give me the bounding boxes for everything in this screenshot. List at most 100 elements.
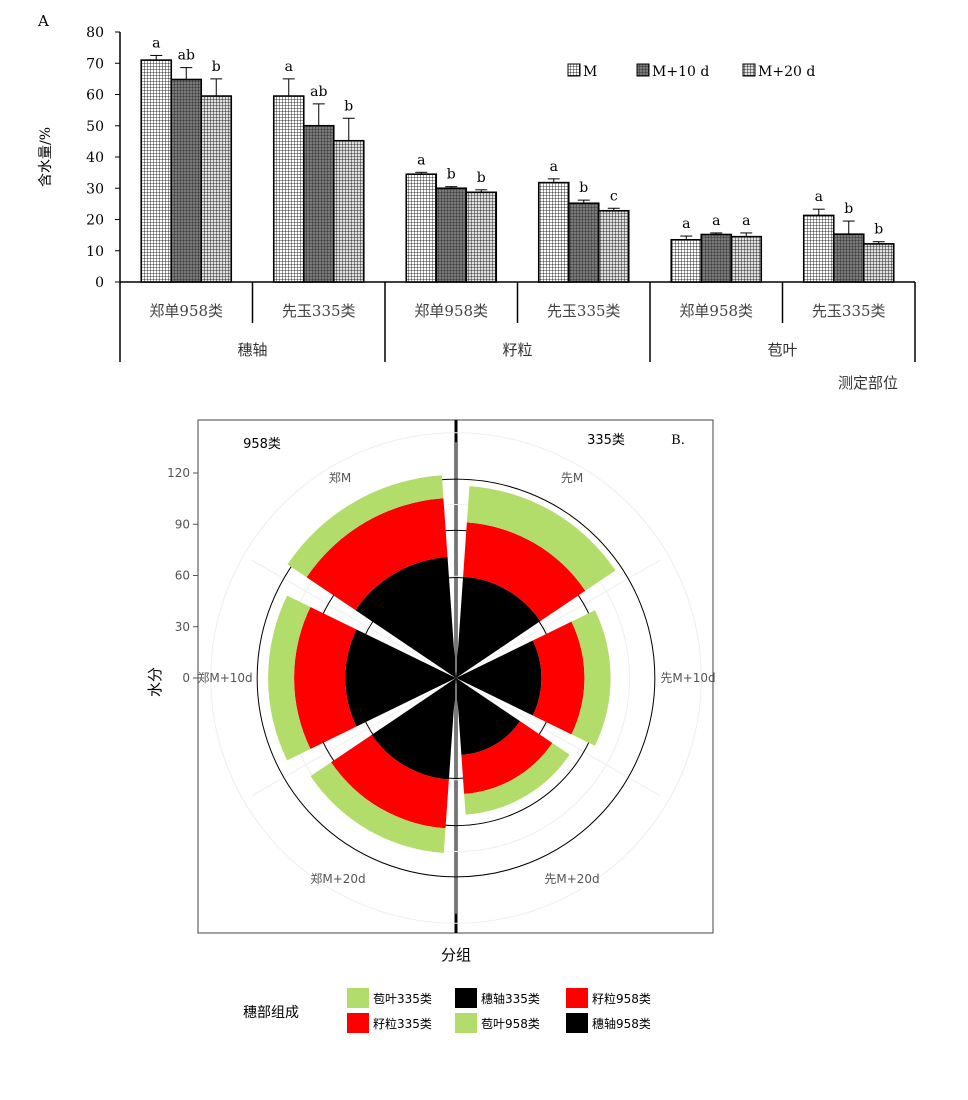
bar bbox=[170, 78, 203, 283]
significance-letter: ab bbox=[178, 48, 195, 64]
y-tick-label: 70 bbox=[86, 56, 104, 72]
significance-letter: b bbox=[447, 167, 456, 183]
wedge-穗轴 bbox=[456, 640, 542, 716]
significance-letter: a bbox=[682, 216, 690, 232]
significance-letter: a bbox=[417, 152, 425, 168]
category-label: 郑M bbox=[329, 470, 351, 485]
x-axis-label: 测定部位 bbox=[838, 374, 898, 392]
wedge-籽粒 bbox=[331, 734, 449, 829]
bar bbox=[272, 95, 305, 283]
y-tick-label: 0 bbox=[95, 275, 104, 291]
grid-spoke bbox=[251, 559, 457, 679]
bar bbox=[567, 202, 600, 283]
legend-b-label: 籽粒958类 bbox=[592, 992, 651, 1006]
right-half-title: 335类 bbox=[587, 433, 625, 448]
y-tick-label: 10 bbox=[86, 244, 104, 260]
significance-letter: b bbox=[344, 98, 353, 114]
chart-a: 0 10 20 30 40 50 60 70 80 含水量/% 郑单958类 先玉335类 郑单958类… bbox=[38, 25, 916, 392]
wedge-籽粒 bbox=[306, 498, 448, 611]
significance-letter: b bbox=[874, 222, 883, 238]
significance-letter: ab bbox=[310, 84, 327, 100]
legend-swatch bbox=[636, 63, 650, 77]
wedge-籽粒 bbox=[532, 621, 585, 735]
wedge-籽粒 bbox=[463, 522, 586, 622]
legend-label: M+20 d bbox=[758, 64, 815, 80]
y-tick-label: 20 bbox=[86, 213, 104, 229]
radial-tick-label: 60 bbox=[175, 569, 190, 583]
x-part-label: 籽粒 bbox=[502, 341, 532, 359]
significance-letter: a bbox=[815, 189, 823, 205]
legend-swatch bbox=[567, 63, 581, 77]
y-tick-label: 60 bbox=[86, 88, 104, 104]
bar bbox=[700, 233, 733, 283]
legend-b-label: 苞叶958类 bbox=[481, 1017, 540, 1031]
significance-letter: b bbox=[844, 201, 853, 217]
wedge-苞叶 bbox=[571, 610, 611, 746]
y-axis-label: 水分 bbox=[146, 667, 164, 697]
legend-b-swatch bbox=[455, 1013, 477, 1033]
legend-b-swatch bbox=[566, 1013, 588, 1033]
grid-spoke bbox=[251, 677, 457, 797]
x-group-label: 郑单958类 bbox=[679, 302, 753, 320]
bar bbox=[537, 181, 570, 283]
grid-spoke bbox=[455, 677, 661, 797]
wedge-穗轴 bbox=[345, 629, 456, 727]
grid-spoke bbox=[455, 559, 661, 679]
x-group-label: 先玉335类 bbox=[812, 302, 886, 320]
legend-b-swatch bbox=[347, 1013, 369, 1033]
legend-b-swatch bbox=[455, 988, 477, 1008]
category-label: 郑M+10d bbox=[197, 670, 252, 685]
legend-b-label: 穗轴335类 bbox=[481, 992, 540, 1006]
significance-letter: b bbox=[477, 170, 486, 186]
legend-swatch bbox=[742, 63, 756, 77]
x-group-label: 先玉335类 bbox=[282, 302, 356, 320]
panel-b-letter: B. bbox=[671, 433, 685, 448]
significance-letter: b bbox=[579, 180, 588, 196]
radial-tick-label: 30 bbox=[175, 620, 190, 634]
wedge-苞叶 bbox=[310, 762, 446, 854]
left-half-title: 958类 bbox=[243, 437, 281, 452]
bar bbox=[140, 59, 173, 283]
radial-tick-label: 90 bbox=[175, 517, 190, 531]
chart-b: 0 30 60 90 120 郑M 郑M+10d 郑M+20d 先M 先M+10d 先M+20d 95… bbox=[146, 419, 716, 964]
significance-letter: a bbox=[742, 213, 750, 229]
x-group-label: 郑单958类 bbox=[149, 302, 223, 320]
bar bbox=[832, 233, 865, 283]
bar bbox=[435, 187, 468, 283]
panel-a-letter: A bbox=[38, 12, 49, 30]
legend-b-label: 苞叶335类 bbox=[373, 992, 432, 1006]
y-tick-label: 40 bbox=[86, 150, 104, 166]
bar bbox=[200, 95, 233, 283]
wedge-苞叶 bbox=[287, 475, 444, 578]
bar bbox=[405, 173, 438, 283]
bar bbox=[862, 243, 895, 283]
bar bbox=[597, 209, 630, 283]
x-group-label: 先玉335类 bbox=[547, 302, 621, 320]
grid-ring bbox=[210, 432, 702, 924]
category-label: 郑M+20d bbox=[310, 871, 365, 886]
y-tick-label: 50 bbox=[86, 119, 104, 135]
significance-letter: c bbox=[610, 188, 618, 204]
wedge-穗轴 bbox=[371, 678, 456, 780]
wedge-苞叶 bbox=[268, 595, 311, 761]
legend-b-title: 穗部组成 bbox=[243, 1005, 299, 1021]
legend-b-label: 籽粒335类 bbox=[373, 1017, 432, 1031]
x-group-label: 郑单958类 bbox=[414, 302, 488, 320]
category-label: 先M+20d bbox=[544, 872, 599, 886]
legend-b: 穗部组成 苞叶335类 穗轴335类 籽粒958类籽粒335类 苞叶958类 穗轴958… bbox=[0, 980, 968, 1040]
wedge-苞叶 bbox=[466, 486, 616, 591]
wedge-穗轴 bbox=[355, 557, 456, 678]
bar bbox=[730, 235, 763, 283]
bar bbox=[465, 191, 498, 283]
wedge-穗轴 bbox=[456, 678, 521, 756]
radial-tick-label: 120 bbox=[167, 466, 190, 480]
significance-letter: a bbox=[712, 213, 720, 229]
significance-letter: a bbox=[152, 35, 160, 51]
legend-label: M+10 d bbox=[652, 64, 709, 80]
significance-letter: a bbox=[550, 159, 558, 175]
significance-letter: b bbox=[212, 59, 221, 75]
significance-letter: a bbox=[285, 59, 293, 75]
x-axis-label: 分组 bbox=[441, 946, 471, 964]
radial-tick-label: 0 bbox=[182, 671, 190, 685]
legend-b-label: 穗轴958类 bbox=[592, 1017, 651, 1031]
